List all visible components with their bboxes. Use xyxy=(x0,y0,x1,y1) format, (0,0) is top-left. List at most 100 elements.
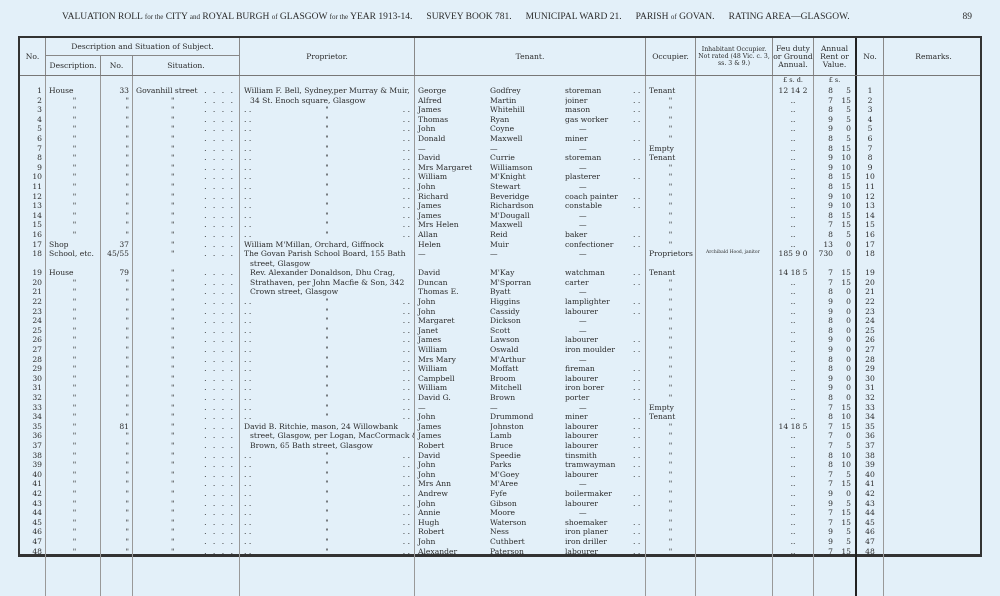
situation-text: " xyxy=(171,297,175,307)
page-title: VALUATION ROLL for the CITY and ROYAL BU… xyxy=(62,12,850,22)
tenant-surname: Johnston xyxy=(490,421,524,431)
leader-dots: . . . . xyxy=(204,220,235,230)
feu-duty: .. xyxy=(773,412,814,422)
tenant-occupation: — xyxy=(579,508,587,518)
tenant-occupation: storeman xyxy=(565,86,602,95)
inhabitant-occupier xyxy=(696,440,773,451)
leader-dots: . . . . xyxy=(204,316,235,326)
table-row: 13 " " ". . . .. . ". . James Richardson consta… xyxy=(20,201,980,211)
leader-dots: . . xyxy=(402,345,410,355)
house-number: " xyxy=(101,402,133,413)
rent-shillings: 5 xyxy=(846,440,851,450)
situation-text: " xyxy=(171,306,175,316)
row-number: 36 xyxy=(20,431,46,441)
situation: " . . . . xyxy=(133,364,240,374)
rent-shillings: 15 xyxy=(841,546,851,556)
proprietor-text: William M'Millan, Orchard, Giffnock xyxy=(244,239,384,249)
leader-dots: . . . . xyxy=(204,181,235,191)
rent-shillings: 5 xyxy=(846,469,851,479)
house-number: " xyxy=(101,181,133,192)
empty-cell xyxy=(696,556,773,596)
row-number: 22 xyxy=(20,297,46,307)
rent-pounds: 8 xyxy=(828,460,833,470)
leader-dots: . . xyxy=(633,95,646,106)
proprietor: 34 St. Enoch square, Glasgow xyxy=(240,95,415,106)
proprietor: Crown street, Glasgow xyxy=(240,287,415,298)
table-row: 10 " " ". . . .. . ". . William M'Knight plaste… xyxy=(20,172,980,182)
inhabitant-occupier xyxy=(696,325,773,336)
tenant-occupation: lamplighter xyxy=(565,297,610,307)
tenant-surname: Godfrey xyxy=(490,86,521,95)
rent-shillings: 15 xyxy=(841,172,851,182)
table-row: 33 " " ". . . .. . ". . — — — Empty.. 7 15 33 xyxy=(20,402,980,413)
occupier: " xyxy=(646,460,696,470)
description: " xyxy=(46,172,101,182)
feu-duty: .. xyxy=(773,201,814,211)
leader-dots: . . . . xyxy=(204,373,235,383)
feu-duty: .. xyxy=(773,364,814,374)
feu-duty: .. xyxy=(773,287,814,298)
rent-shillings: 0 xyxy=(846,393,851,402)
inhabitant-occupier xyxy=(696,373,773,384)
tenant-first-name: Alfred xyxy=(418,95,442,105)
leader-dots: . . xyxy=(633,517,646,528)
tenant-occupation: — xyxy=(579,162,587,172)
col-remarks: Remarks. xyxy=(915,51,952,61)
inhabitant-occupier xyxy=(696,105,773,115)
row-number: 26 xyxy=(20,335,46,346)
tenant-first-name: John xyxy=(418,469,436,479)
table-row: 16 " " ". . . .. . ". . Allan Reid baker. . ".. 8… xyxy=(20,229,980,240)
description: " xyxy=(46,527,101,537)
row-number-right: 26 xyxy=(857,335,884,346)
leader-dots: . . xyxy=(402,306,410,316)
leader-dots: . . xyxy=(633,450,646,461)
table-row: 46 " " ". . . .. . ". . Robert Ness iron planer… xyxy=(20,527,980,537)
proprietor-ditto: " xyxy=(325,364,329,374)
rent-pounds: 9 xyxy=(828,383,833,393)
remarks xyxy=(884,518,983,528)
leader-dots: . . . . xyxy=(204,306,235,316)
rent-shillings: 0 xyxy=(846,345,851,355)
feu-duty: .. xyxy=(773,345,814,355)
proprietor-ditto: " xyxy=(325,229,329,239)
feu-duty: 185 9 0 xyxy=(773,249,814,269)
proprietor: . . " . . xyxy=(240,450,415,461)
inhabitant-occupier xyxy=(696,383,773,393)
leader-dots: . . . . xyxy=(204,268,235,278)
rent-shillings: 15 xyxy=(841,268,851,278)
remarks xyxy=(884,345,983,355)
rent-shillings: 5 xyxy=(846,498,851,508)
remarks xyxy=(884,479,983,489)
house-number: " xyxy=(101,325,133,336)
inhabitant-occupier xyxy=(696,201,773,211)
leader-dots: . . xyxy=(633,306,646,317)
leader-dots: . . . . xyxy=(204,124,235,134)
proprietor-text: Crown street, Glasgow xyxy=(250,287,339,297)
rent-pounds: 8 xyxy=(828,86,833,95)
empty-cell xyxy=(857,556,884,596)
row-number-right: 24 xyxy=(857,316,884,326)
rent-pounds: 8 xyxy=(828,210,833,220)
leader-dots: . . xyxy=(244,460,252,470)
house-number: " xyxy=(101,114,133,125)
rent-shillings: 15 xyxy=(841,421,851,431)
house-number: " xyxy=(101,124,133,134)
remarks xyxy=(884,249,983,268)
leader-dots: . . xyxy=(244,124,252,134)
leader-dots: . . xyxy=(244,335,252,345)
leader-dots: . . . . xyxy=(204,450,235,460)
row-number-right: 47 xyxy=(857,536,884,547)
tenant-surname: Cassidy xyxy=(490,306,520,316)
proprietor: street, Glasgow, per Logan, MacCormack & xyxy=(240,431,415,441)
row-number-right: 29 xyxy=(857,364,884,374)
tenant-surname: Fyfe xyxy=(490,488,507,498)
proprietor: . . " . . xyxy=(240,517,415,528)
row-number-right: 30 xyxy=(857,373,884,384)
situation: " . . . . xyxy=(133,517,240,528)
leader-dots: . . xyxy=(402,316,410,326)
tenant-occupation: labourer xyxy=(565,335,599,345)
inhabitant-occupier xyxy=(696,412,773,422)
